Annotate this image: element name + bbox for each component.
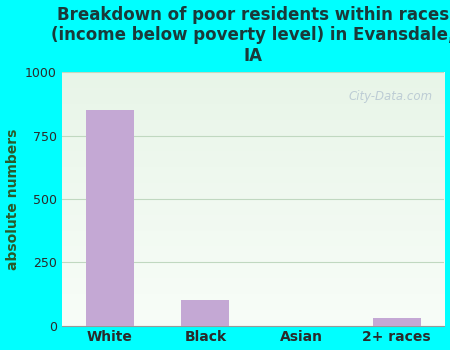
- Text: City-Data.com: City-Data.com: [349, 90, 433, 103]
- Title: Breakdown of poor residents within races
(income below poverty level) in Evansda: Breakdown of poor residents within races…: [51, 6, 450, 65]
- Bar: [181, 300, 229, 326]
- Bar: [86, 110, 134, 326]
- Bar: [373, 318, 421, 326]
- Y-axis label: absolute numbers: absolute numbers: [5, 128, 19, 270]
